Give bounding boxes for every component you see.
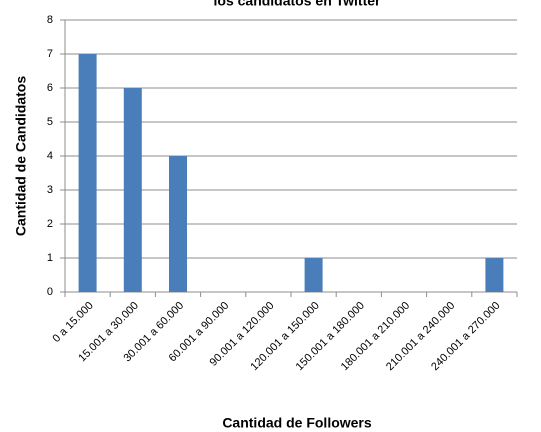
y-axis-title: Cantidad de Candidatos (13, 76, 29, 236)
bar (78, 54, 97, 292)
bar (123, 88, 142, 292)
y-tick-label: 0 (47, 286, 53, 298)
y-tick-label: 3 (47, 184, 53, 196)
y-tick-label: 2 (47, 218, 53, 230)
bar (304, 258, 323, 292)
chart-title: los candidatos en Twitter (214, 0, 382, 9)
bar (169, 156, 187, 292)
x-axis-title: Cantidad de Followers (222, 415, 372, 431)
y-tick-label: 6 (47, 82, 53, 94)
y-tick-label: 1 (47, 252, 53, 264)
y-tick-label: 5 (47, 116, 53, 128)
y-tick-label: 4 (47, 150, 53, 162)
x-tick-label: 0 a 15.000 (51, 300, 96, 345)
y-tick-label: 7 (47, 48, 53, 60)
y-tick-label: 8 (47, 14, 53, 26)
bar (485, 258, 504, 292)
